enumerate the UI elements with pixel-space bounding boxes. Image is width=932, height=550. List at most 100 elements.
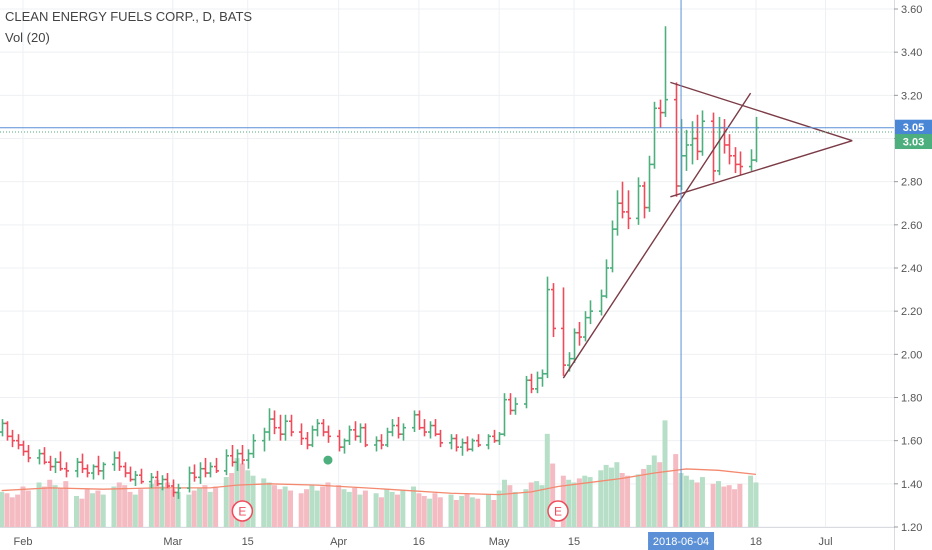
volume-bar (138, 489, 144, 527)
price-label-box (895, 119, 932, 135)
ohlc-bar (385, 427, 390, 448)
volume-bar (288, 490, 293, 527)
ohlc-bar (610, 220, 615, 273)
ohlc-bar (58, 451, 63, 471)
volume-bar (170, 489, 176, 527)
ohlc-bar (37, 449, 42, 465)
ohlc-bar (208, 462, 213, 478)
ohlc-bar (251, 434, 256, 458)
volume-bar (9, 497, 15, 527)
ohlc-bar (139, 468, 144, 484)
ohlc-bar (149, 473, 154, 489)
dividend-marker (323, 455, 333, 465)
ohlc-bar (700, 110, 705, 156)
price-tick-label: 2.80 (901, 177, 922, 189)
ohlc-bar (540, 369, 545, 387)
ohlc-bar (16, 434, 21, 450)
ohlc-bar (460, 438, 465, 456)
ohlc-bar (433, 419, 438, 437)
ohlc-bar (235, 449, 240, 471)
time-axis[interactable]: Feb Mar 15 Apr 16 May 15 18 Jul 2018-06-04 (0, 527, 894, 550)
earnings-label: E (238, 505, 246, 519)
volume-bars (0, 420, 759, 527)
volume-bar (437, 497, 443, 527)
ohlc-bar (42, 447, 47, 465)
volume-bar (496, 490, 502, 527)
time-tick-label: Feb (14, 536, 33, 548)
ohlc-bar (572, 328, 577, 363)
ohlc-bar (749, 149, 754, 171)
volume-bar (721, 486, 727, 527)
ohlc-bar (5, 421, 10, 441)
ohlc-bar (96, 455, 101, 476)
volume-bar (432, 493, 438, 527)
ohlc-bar (502, 393, 507, 437)
price-axis[interactable]: 3.603.403.203.002.802.602.402.202.001.80… (894, 0, 932, 550)
volume-bar (400, 490, 406, 527)
price-label: 3.03 (903, 137, 924, 149)
volume-legend[interactable]: Vol (20) (5, 30, 50, 45)
volume-bar (598, 470, 604, 527)
ohlc-bar (513, 397, 518, 415)
time-tick-label: Jul (818, 536, 832, 548)
volume-bar (609, 467, 614, 527)
volume-bar (694, 482, 700, 527)
volume-bar (336, 485, 342, 527)
volume-bar (245, 470, 251, 527)
ohlc-bar (674, 82, 679, 197)
volume-bar (325, 482, 331, 527)
ohlc-bar (315, 419, 320, 437)
volume-bar (523, 489, 529, 527)
volume-bar (411, 486, 417, 527)
ohlc-bar (75, 457, 80, 478)
ohlc-bar (262, 427, 267, 452)
ohlc-bar (123, 462, 128, 478)
ohlc-bar (198, 462, 203, 484)
volume-bar (689, 479, 695, 527)
volume-bar (186, 494, 192, 527)
price-label: 3.05 (903, 122, 924, 134)
volume-bar (378, 497, 384, 527)
price-tick-label: 1.40 (901, 479, 922, 491)
ohlc-bar (305, 432, 310, 450)
volume-bar (36, 482, 42, 527)
volume-bar (539, 485, 545, 527)
ohlc-bar (636, 177, 641, 225)
volume-bar (346, 491, 352, 527)
ohlc-bar (112, 451, 117, 471)
price-label-box (895, 134, 932, 150)
volume-bar (550, 463, 556, 527)
ohlc-bar (363, 423, 368, 448)
trendlines[interactable] (562, 81, 853, 379)
volume-bar (122, 485, 128, 527)
volume-bar (646, 464, 652, 527)
volume-bar (84, 489, 90, 527)
ohlc-bar (695, 114, 700, 161)
ohlc-bar (658, 99, 663, 128)
symbol-title[interactable]: CLEAN ENERGY FUELS CORP., D, BATS (5, 9, 253, 24)
chart-legend: CLEAN ENERGY FUELS CORP., D, BATS Vol (2… (5, 6, 252, 48)
ohlc-bar (48, 455, 53, 471)
volume-bar (341, 489, 347, 527)
volume-bar (683, 475, 689, 527)
ohlc-bar (176, 483, 181, 499)
volume-bar (159, 486, 165, 527)
ohlc-bar (374, 436, 379, 452)
volume-ma-line (1, 468, 757, 496)
volume-bar (132, 494, 138, 527)
ohlc-bar (310, 425, 315, 448)
ohlc-bar (171, 479, 176, 497)
volume-bar (57, 487, 63, 527)
ohlc-bar (733, 147, 738, 174)
ohlc-bar (283, 414, 288, 441)
volume-bar (207, 491, 213, 527)
volume-bar (716, 481, 721, 527)
ohlc-bar (465, 436, 470, 452)
ohlc-bar (230, 444, 235, 467)
ohlc-bar (101, 462, 106, 480)
price-tick-label: 2.20 (901, 306, 922, 318)
ohlc-bar (412, 410, 417, 433)
ohlc-bar (652, 101, 657, 169)
